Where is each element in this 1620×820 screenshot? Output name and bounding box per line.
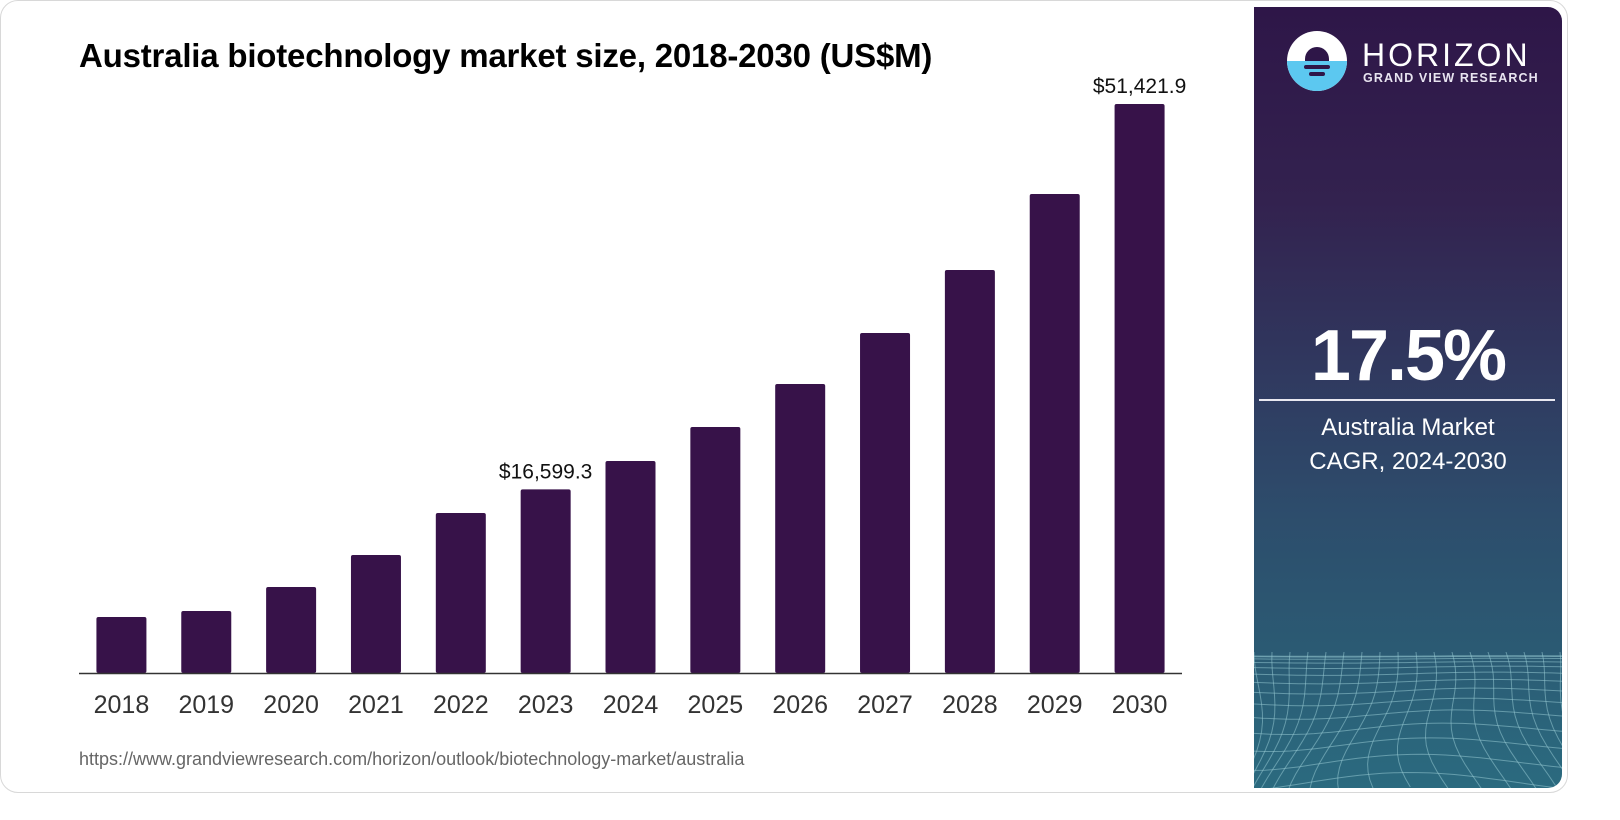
x-tick-label: 2021 — [348, 691, 404, 719]
mesh-line — [1367, 652, 1399, 788]
bar-2022 — [435, 513, 486, 673]
x-tick-label: 2023 — [518, 691, 574, 719]
mesh-line — [1559, 652, 1562, 712]
mesh-line — [1254, 697, 1562, 707]
x-tick-label: 2018 — [94, 691, 150, 719]
x-tick-label: 2028 — [942, 691, 998, 719]
x-tick-label: 2030 — [1112, 691, 1168, 719]
bar-2023 — [520, 489, 571, 673]
mesh-line — [1254, 753, 1562, 771]
chart-title: Australia biotechnology market size, 201… — [79, 37, 933, 74]
logo-wave-line — [1304, 65, 1330, 69]
x-tick-label: 2026 — [772, 691, 828, 719]
mesh-line — [1254, 657, 1562, 660]
mesh-line — [1254, 665, 1562, 669]
bar-2019 — [181, 611, 232, 673]
mesh-line — [1424, 652, 1449, 788]
bar-chart: 2018 2019 2020 2021 2022 2023 $16,599.3 2024 202… — [79, 75, 1186, 719]
x-tick-label: 2019 — [178, 691, 234, 719]
mesh-line — [1254, 671, 1562, 676]
mesh-line — [1450, 652, 1482, 788]
mesh-line — [1254, 655, 1562, 658]
mesh-line — [1541, 652, 1562, 747]
mesh-line — [1254, 652, 1291, 787]
bar-2026 — [775, 384, 826, 673]
mesh-line — [1469, 652, 1512, 788]
mesh-line — [1254, 687, 1562, 695]
cagr-value: 17.5% — [1310, 316, 1507, 396]
brand-subtitle: GRAND VIEW RESEARCH — [1363, 71, 1539, 85]
bar-2029 — [1029, 194, 1080, 673]
logo-wave-line — [1309, 72, 1325, 76]
cagr-label-line2: CAGR, 2024-2030 — [1309, 448, 1507, 475]
bar-2021 — [350, 554, 401, 673]
x-tick-label: 2022 — [433, 691, 489, 719]
mesh-line — [1523, 652, 1562, 770]
mesh-line — [1254, 709, 1562, 720]
x-tick-label: 2027 — [857, 691, 913, 719]
mesh-line — [1397, 652, 1418, 788]
x-tick-label: 2024 — [603, 691, 659, 719]
bar-2027 — [860, 333, 911, 673]
x-tick-label: 2029 — [1027, 691, 1083, 719]
chart-card: Australia biotechnology market size, 201… — [0, 0, 1568, 793]
data-label-2030: $51,421.9 — [1093, 75, 1186, 98]
x-tick-label: 2020 — [263, 691, 319, 719]
bar-2024 — [605, 461, 656, 673]
bar-2020 — [266, 587, 317, 673]
cagr-label-line1: Australia Market — [1321, 414, 1495, 441]
mesh-line — [1254, 655, 1562, 657]
mesh-line — [1254, 652, 1264, 760]
mesh-line — [1269, 771, 1562, 788]
bar-2030 — [1114, 104, 1165, 673]
source-url[interactable]: https://www.grandviewresearch.com/horizo… — [79, 749, 745, 769]
mesh-line — [1505, 652, 1558, 788]
mesh-decoration — [1254, 652, 1562, 788]
mesh-line — [1254, 652, 1276, 774]
mesh-line — [1260, 652, 1309, 788]
bar-2028 — [944, 270, 995, 673]
mesh-line — [1288, 652, 1345, 788]
mesh-line — [1309, 652, 1363, 788]
divider — [1259, 399, 1555, 401]
mesh-line — [1337, 652, 1381, 788]
x-tick-label: 2025 — [688, 691, 744, 719]
mesh-line — [1272, 652, 1327, 788]
mesh-line — [1254, 661, 1562, 664]
data-label-2023: $16,599.3 — [499, 460, 592, 483]
cagr-panel: HORIZON GRAND VIEW RESEARCH 17.5% Austra… — [1254, 7, 1562, 788]
cagr-label: Australia Market CAGR, 2024-2030 — [1254, 411, 1562, 479]
logo-sun — [1305, 47, 1329, 61]
brand-name: HORIZON — [1362, 37, 1531, 73]
mesh-line — [1254, 722, 1562, 736]
bar-2018 — [96, 616, 147, 673]
mesh-line — [1254, 737, 1562, 752]
mesh-line — [1254, 678, 1562, 685]
mesh-line — [1487, 652, 1537, 788]
bar-2025 — [690, 427, 741, 673]
horizon-logo-icon — [1287, 31, 1347, 91]
